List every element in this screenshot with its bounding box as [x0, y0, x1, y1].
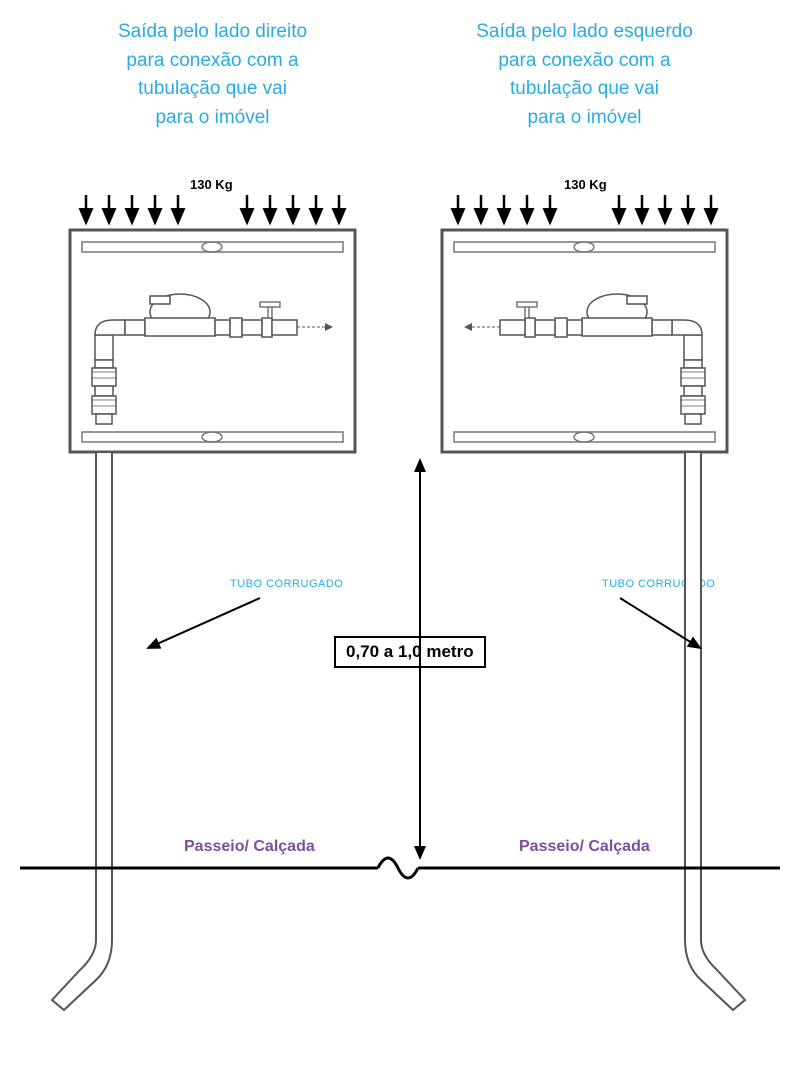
- diagram-svg: [0, 0, 799, 1066]
- right-meter-box: [442, 230, 727, 452]
- ground-line: [20, 858, 780, 878]
- left-meter-box: [70, 230, 355, 452]
- right-load-arrows: [458, 195, 711, 223]
- left-tubo-arrow: [148, 598, 260, 648]
- right-pipe: [685, 452, 745, 1010]
- left-pipe: [52, 452, 112, 1010]
- left-load-arrows: [86, 195, 339, 223]
